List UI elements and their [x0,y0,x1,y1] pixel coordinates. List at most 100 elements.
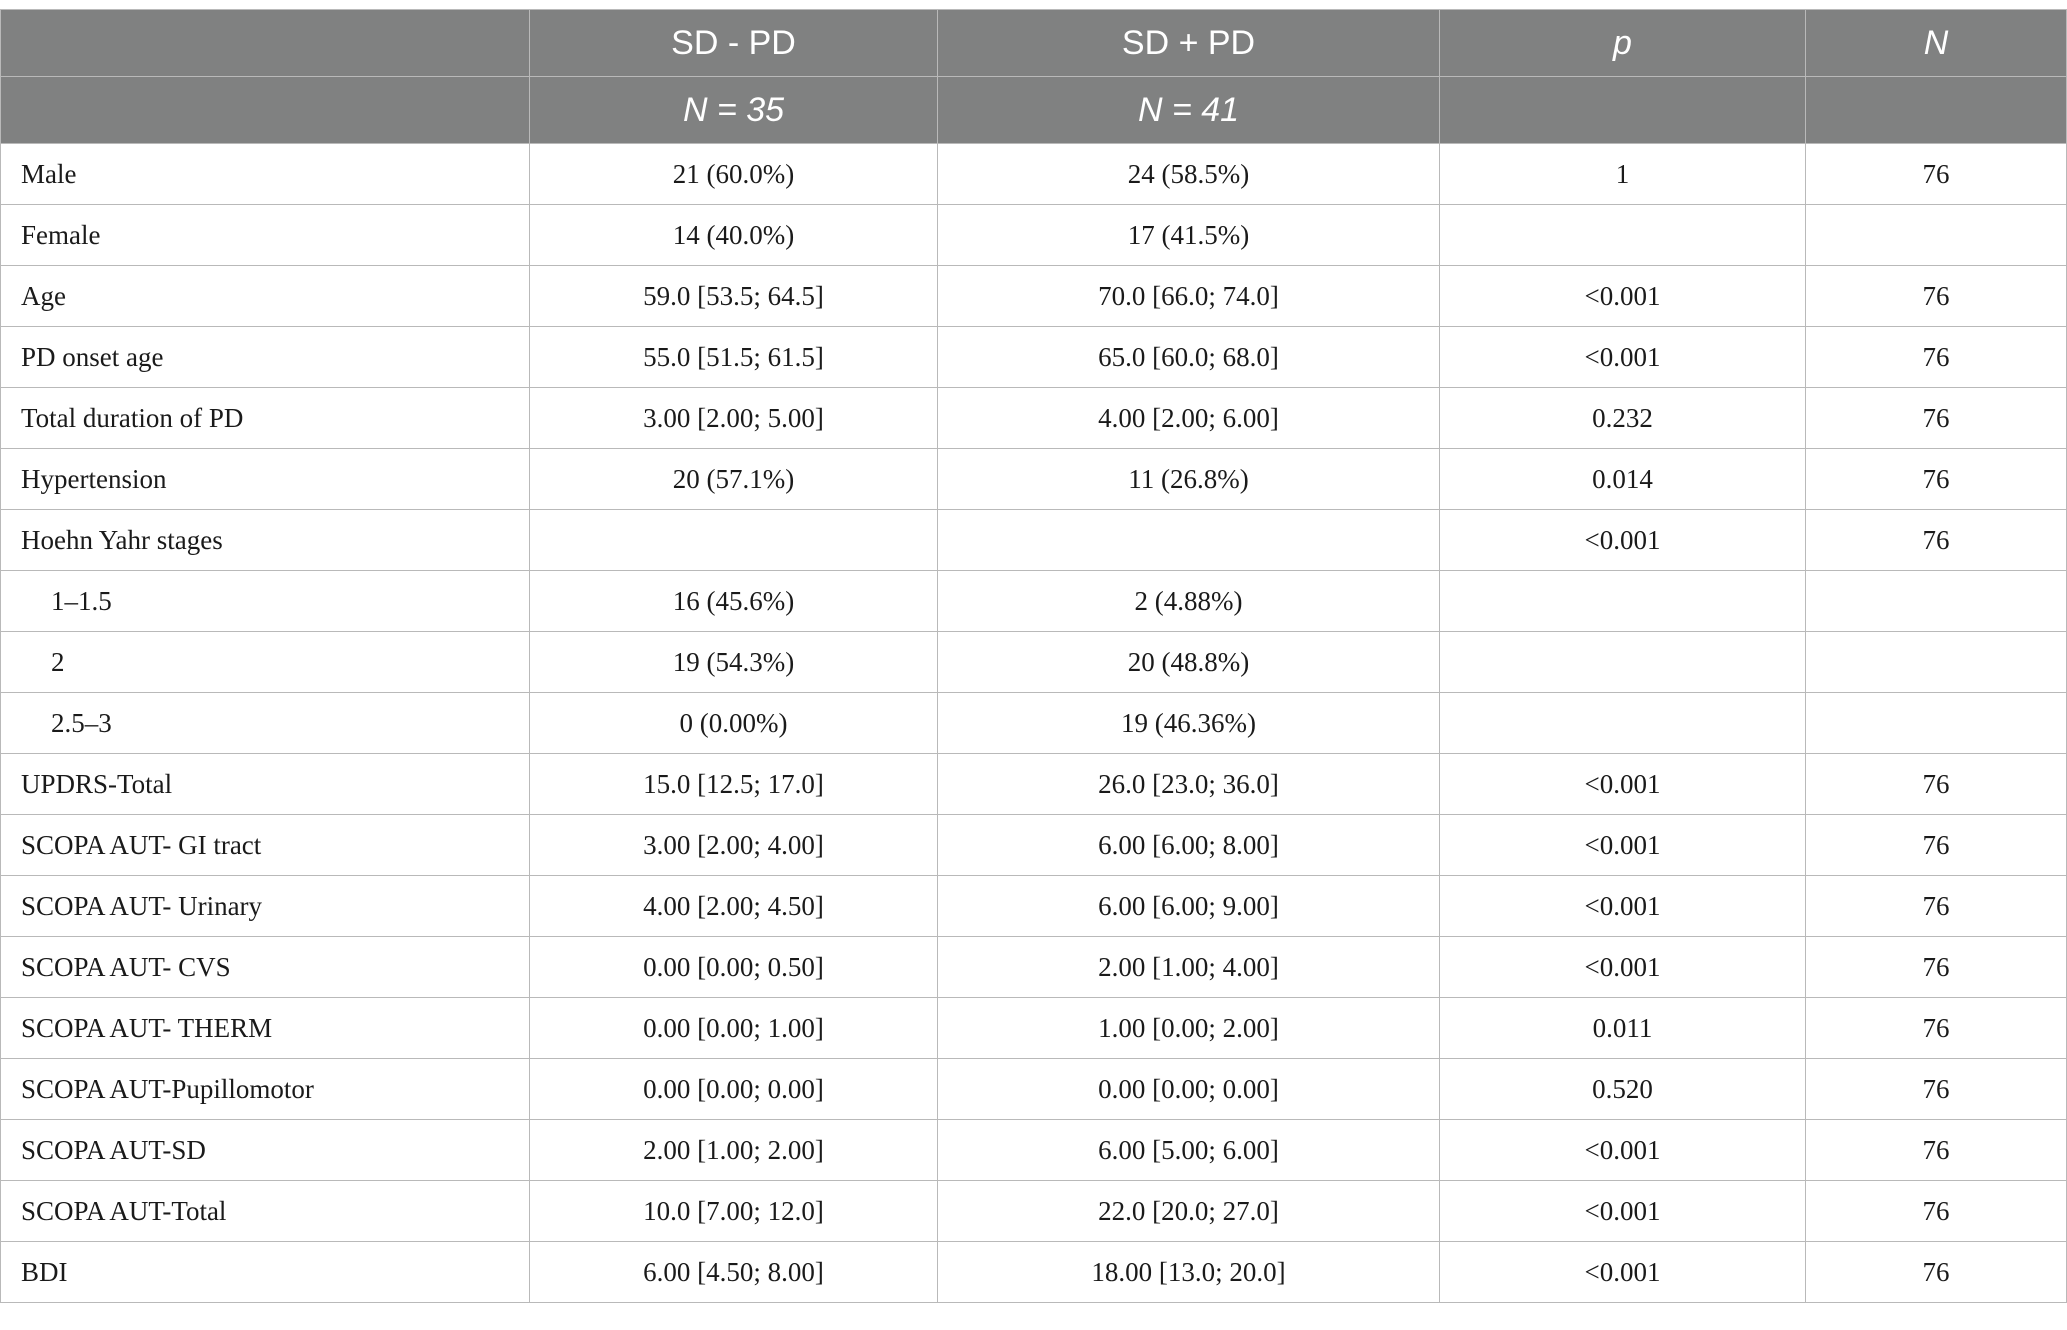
cell-sd-minus-pd: 20 (57.1%) [529,448,938,510]
table-row: SCOPA AUT- GI tract 3.00 [2.00; 4.00] 6.00… [0,814,2067,876]
cell-sd-plus-pd: 70.0 [66.0; 74.0] [937,265,1440,327]
cell-p-value: 0.014 [1439,448,1806,510]
header-row-counts: N = 35 N = 41 [0,76,2067,144]
cell-sd-plus-pd: 26.0 [23.0; 36.0] [937,753,1440,815]
table-row: Total duration of PD 3.00 [2.00; 5.00] 4.0… [0,387,2067,449]
row-label: Male [0,143,530,205]
table-row: SCOPA AUT-SD 2.00 [1.00; 2.00] 6.00 [5.00;… [0,1119,2067,1181]
cell-sd-plus-pd: 22.0 [20.0; 27.0] [937,1180,1440,1242]
table-row: SCOPA AUT-Total 10.0 [7.00; 12.0] 22.0 [20… [0,1180,2067,1242]
cell-sd-minus-pd: 0.00 [0.00; 0.00] [529,1058,938,1120]
cell-n [1805,570,2067,632]
row-label: SCOPA AUT- GI tract [0,814,530,876]
header-cell-blank [1439,76,1806,144]
cell-sd-plus-pd [937,509,1440,571]
cell-n: 76 [1805,875,2067,937]
cell-sd-plus-pd: 1.00 [0.00; 2.00] [937,997,1440,1059]
cell-n: 76 [1805,1241,2067,1303]
cell-sd-minus-pd: 6.00 [4.50; 8.00] [529,1241,938,1303]
cell-n: 76 [1805,1180,2067,1242]
table-row: SCOPA AUT- CVS 0.00 [0.00; 0.50] 2.00 [1.0… [0,936,2067,998]
row-label: PD onset age [0,326,530,388]
header-n-sd-plus-pd: N = 41 [937,76,1440,144]
header-sd-plus-pd: SD + PD [937,9,1440,77]
cell-p-value: <0.001 [1439,1241,1806,1303]
cell-p-value: <0.001 [1439,814,1806,876]
cell-sd-plus-pd: 20 (48.8%) [937,631,1440,693]
header-n-sd-minus-pd: N = 35 [529,76,938,144]
cell-p-value: <0.001 [1439,753,1806,815]
header-n: N [1805,9,2067,77]
table-row: 1–1.5 16 (45.6%) 2 (4.88%) [0,570,2067,632]
table-row: UPDRS-Total 15.0 [12.5; 17.0] 26.0 [23.0; … [0,753,2067,815]
table-row: SCOPA AUT- Urinary 4.00 [2.00; 4.50] 6.00 … [0,875,2067,937]
cell-p-value [1439,692,1806,754]
data-table: SD - PD SD + PD p N N = 35 N = 41 Male 21… [0,9,2067,1303]
cell-sd-minus-pd: 59.0 [53.5; 64.5] [529,265,938,327]
table-row: Age 59.0 [53.5; 64.5] 70.0 [66.0; 74.0] <0.… [0,265,2067,327]
table-row: SCOPA AUT- THERM 0.00 [0.00; 1.00] 1.00 [0… [0,997,2067,1059]
cell-sd-minus-pd: 19 (54.3%) [529,631,938,693]
row-label: Hypertension [0,448,530,510]
header-sd-minus-pd: SD - PD [529,9,938,77]
cell-p-value: 0.520 [1439,1058,1806,1120]
cell-sd-plus-pd: 6.00 [6.00; 9.00] [937,875,1440,937]
row-label: 2 [0,631,530,693]
cell-sd-minus-pd: 0.00 [0.00; 1.00] [529,997,938,1059]
table-container: SD - PD SD + PD p N N = 35 N = 41 Male 21… [0,9,2067,1303]
row-label: Total duration of PD [0,387,530,449]
cell-sd-plus-pd: 17 (41.5%) [937,204,1440,266]
row-label: Age [0,265,530,327]
table-row: Hypertension 20 (57.1%) 11 (26.8%) 0.014 76 [0,448,2067,510]
cell-p-value: <0.001 [1439,936,1806,998]
cell-sd-minus-pd: 3.00 [2.00; 5.00] [529,387,938,449]
table-row: BDI 6.00 [4.50; 8.00] 18.00 [13.0; 20.0] <0… [0,1241,2067,1303]
cell-p-value: <0.001 [1439,326,1806,388]
cell-p-value: 0.232 [1439,387,1806,449]
cell-n [1805,204,2067,266]
cell-p-value [1439,631,1806,693]
row-label: SCOPA AUT- CVS [0,936,530,998]
cell-n: 76 [1805,326,2067,388]
cell-p-value: 0.011 [1439,997,1806,1059]
cell-sd-plus-pd: 4.00 [2.00; 6.00] [937,387,1440,449]
header-cell-blank [0,9,530,77]
cell-n: 76 [1805,814,2067,876]
table-row: PD onset age 55.0 [51.5; 61.5] 65.0 [60.0;… [0,326,2067,388]
cell-n: 76 [1805,265,2067,327]
table-row: Hoehn Yahr stages <0.001 76 [0,509,2067,571]
cell-sd-minus-pd: 3.00 [2.00; 4.00] [529,814,938,876]
cell-n: 76 [1805,1119,2067,1181]
cell-n: 76 [1805,387,2067,449]
cell-p-value [1439,204,1806,266]
table-row: 2 19 (54.3%) 20 (48.8%) [0,631,2067,693]
row-label: 2.5–3 [0,692,530,754]
row-label: 1–1.5 [0,570,530,632]
table-body: Male 21 (60.0%) 24 (58.5%) 1 76 Female 14 (40.… [0,143,2067,1303]
cell-sd-minus-pd: 0.00 [0.00; 0.50] [529,936,938,998]
table-row: Male 21 (60.0%) 24 (58.5%) 1 76 [0,143,2067,205]
cell-n: 76 [1805,997,2067,1059]
cell-p-value: 1 [1439,143,1806,205]
row-label: Female [0,204,530,266]
cell-sd-plus-pd: 65.0 [60.0; 68.0] [937,326,1440,388]
cell-n [1805,631,2067,693]
header-cell-blank [0,76,530,144]
cell-p-value [1439,570,1806,632]
cell-n: 76 [1805,1058,2067,1120]
cell-sd-plus-pd: 6.00 [5.00; 6.00] [937,1119,1440,1181]
cell-p-value: <0.001 [1439,509,1806,571]
row-label: SCOPA AUT- THERM [0,997,530,1059]
cell-n: 76 [1805,448,2067,510]
cell-sd-plus-pd: 11 (26.8%) [937,448,1440,510]
row-label: SCOPA AUT- Urinary [0,875,530,937]
cell-sd-minus-pd: 55.0 [51.5; 61.5] [529,326,938,388]
table-header: SD - PD SD + PD p N N = 35 N = 41 [0,9,2067,144]
row-label: SCOPA AUT-Total [0,1180,530,1242]
row-label: UPDRS-Total [0,753,530,815]
cell-sd-minus-pd: 14 (40.0%) [529,204,938,266]
cell-n: 76 [1805,753,2067,815]
cell-n [1805,692,2067,754]
cell-p-value: <0.001 [1439,265,1806,327]
cell-sd-minus-pd: 2.00 [1.00; 2.00] [529,1119,938,1181]
